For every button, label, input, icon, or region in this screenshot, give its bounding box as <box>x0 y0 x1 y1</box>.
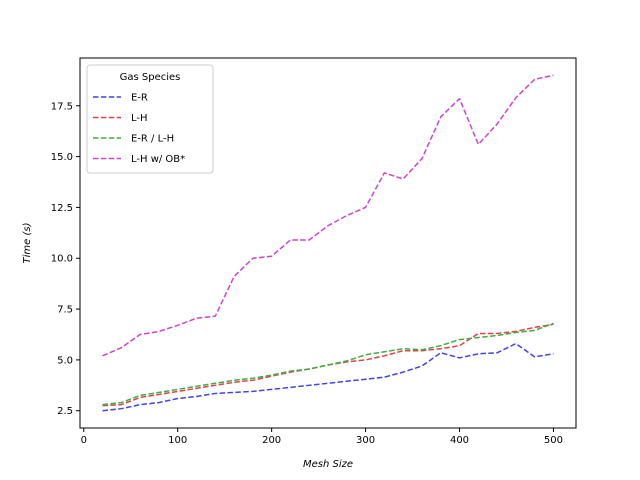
y-tick-label: 17.5 <box>51 101 73 112</box>
y-tick-label: 5.0 <box>57 355 73 366</box>
series-line-3 <box>102 322 554 406</box>
x-tick-label: 200 <box>262 435 281 446</box>
x-axis-label: Mesh Size <box>303 459 353 470</box>
y-tick-label: 12.5 <box>51 203 73 214</box>
legend-entry-label: E-R <box>131 93 148 104</box>
legend-entries: E-R L-H E-R / L-H L-H w/ OB* <box>93 93 185 165</box>
x-tick-label: 500 <box>544 435 563 446</box>
x-tick-label: 300 <box>356 435 375 446</box>
x-tick-label: 100 <box>168 435 187 446</box>
y-tick-label: 7.5 <box>57 305 73 316</box>
x-tick-label: 0 <box>81 435 87 446</box>
legend-title: Gas Species <box>120 72 181 83</box>
x-axis: 0 100 200 300 400 500 <box>81 428 563 446</box>
y-axis: 2.5 5.0 7.5 10.0 12.5 15.0 17.5 <box>51 101 80 417</box>
legend: Gas Species E-R L-H E-R / L-H L-H w/ OB* <box>86 64 214 174</box>
series-layer <box>102 74 554 412</box>
y-tick-label: 10.0 <box>51 254 73 265</box>
plot-frame <box>79 57 577 429</box>
legend-entry-label: L-H w/ OB* <box>131 154 185 165</box>
y-tick-label: 2.5 <box>57 406 73 417</box>
series-line-1 <box>102 342 554 412</box>
legend-entry-label: L-H <box>131 113 148 124</box>
y-axis-label: Time (s) <box>22 223 33 264</box>
y-tick-label: 15.0 <box>51 152 73 163</box>
legend-box <box>86 64 214 174</box>
legend-entry-label: E-R / L-H <box>131 134 174 145</box>
series-line-4 <box>102 74 554 357</box>
x-tick-label: 400 <box>450 435 469 446</box>
